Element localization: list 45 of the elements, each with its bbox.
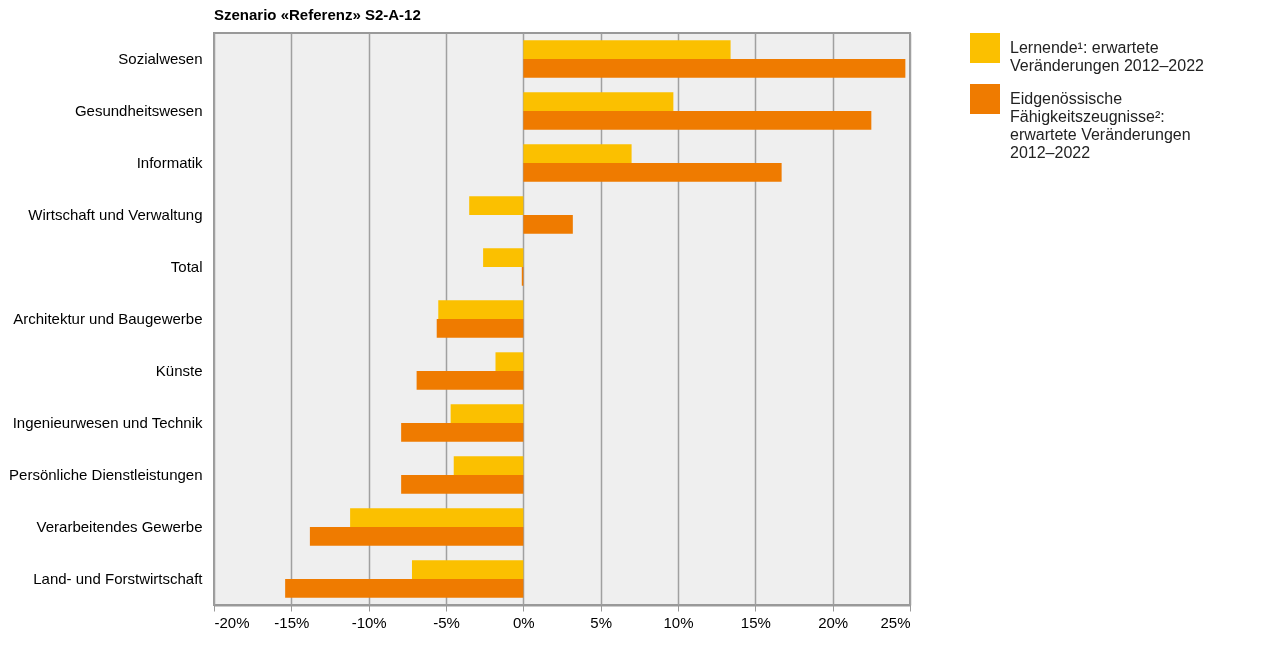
bar <box>523 59 906 78</box>
x-tick-label: 0% <box>512 613 535 631</box>
y-tick-label: Künste <box>155 362 203 379</box>
x-tick-label: -5% <box>433 613 460 631</box>
bar <box>523 144 632 163</box>
chart-title: Szenario «Referenz» S2-A-12 <box>214 6 421 23</box>
bar <box>401 475 524 494</box>
x-tick-label: 10% <box>663 613 694 631</box>
bar <box>450 404 524 423</box>
bar <box>438 300 524 319</box>
bar <box>523 215 573 234</box>
bar <box>453 456 524 475</box>
bar <box>469 196 524 215</box>
bar <box>436 319 524 338</box>
x-tick-label: 5% <box>590 613 613 631</box>
bar <box>483 248 524 267</box>
bar <box>495 352 524 371</box>
y-tick-label: Total <box>170 258 203 275</box>
y-tick-label: Wirtschaft und Verwaltung <box>28 206 203 223</box>
bar <box>523 111 872 130</box>
y-tick-label: Ingenieurwesen und Technik <box>12 414 203 431</box>
y-tick-label: Sozialwesen <box>118 50 203 67</box>
bar <box>416 371 524 390</box>
y-tick-label: Informatik <box>136 154 203 171</box>
bar <box>523 40 731 59</box>
y-tick-label: Verarbeitendes Gewerbe <box>36 518 203 535</box>
bar <box>350 508 524 527</box>
y-tick-label: Land- und Forstwirtschaft <box>33 570 204 587</box>
legend-label: Eidgenössische Fähigkeitszeugnisse²: erwartete Veränderungen 2012–2022 <box>1010 90 1191 161</box>
legend-label: Lernende¹: erwartete Veränderungen 2012–2022 <box>1010 39 1205 74</box>
x-tick-label: 25% <box>880 613 911 631</box>
x-tick-label: -10% <box>351 613 387 631</box>
x-tick-label: -15% <box>274 613 310 631</box>
y-tick-label: Persönliche Dienstleistungen <box>9 466 203 483</box>
x-tick-label: 15% <box>740 613 771 631</box>
bar <box>401 423 524 442</box>
bar <box>523 163 782 182</box>
bar <box>523 92 674 111</box>
y-tick-label: Architektur und Baugewerbe <box>13 310 203 327</box>
x-tick-label: 20% <box>818 613 849 631</box>
bar <box>411 560 524 579</box>
y-tick-label: Gesundheitswesen <box>74 102 203 119</box>
bar <box>285 579 524 598</box>
bar <box>309 527 524 546</box>
x-tick-label: -20% <box>214 613 250 631</box>
